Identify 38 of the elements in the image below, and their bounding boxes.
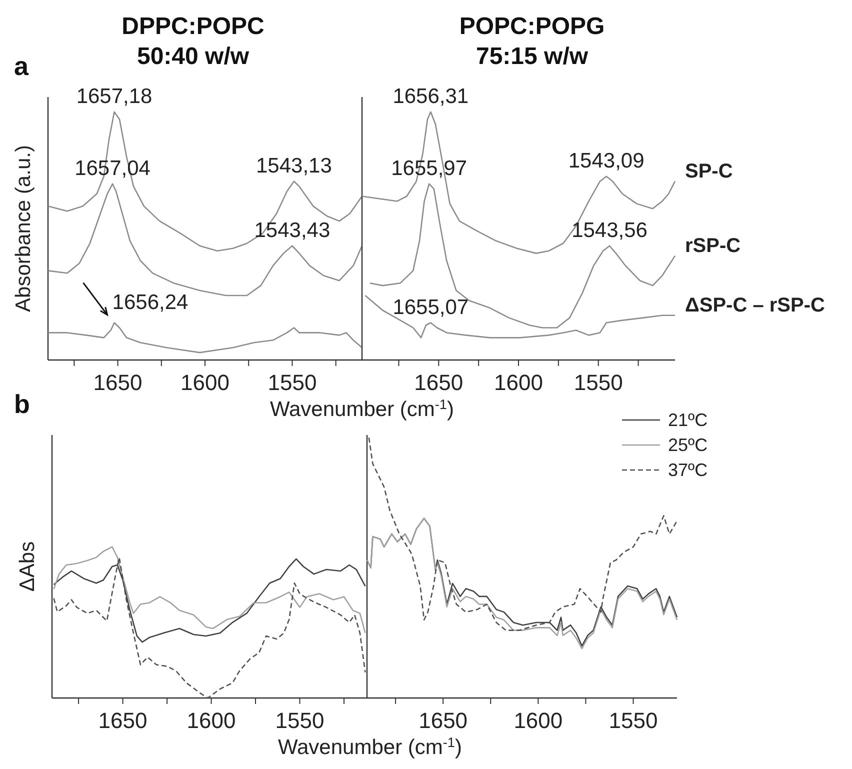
y-axis-title: ΔAbs <box>16 541 39 592</box>
y-axis-title: Absorbance (a.u.) <box>12 145 35 312</box>
text: b <box>14 389 30 419</box>
series-label: ΔSP-C – rSP-C <box>685 294 825 316</box>
annotation: 1543,09 <box>568 149 644 172</box>
x-tick-label: 1550 <box>268 370 317 395</box>
x-axis-title: Wavenumber (cm$^{-1}$) <box>270 396 454 421</box>
x-tick-label: 1650 <box>93 370 142 395</box>
x-axis-title: Wavenumber (cm$^{-1}$) <box>278 734 462 759</box>
x-tick-label: 1650 <box>414 370 464 395</box>
x-tick-label: 1550 <box>608 708 658 733</box>
x-tick-label: 1650 <box>418 708 468 733</box>
x-tick-label: 1600 <box>514 708 563 733</box>
x-tick-label: 1600 <box>180 370 230 395</box>
annotation: 1656,31 <box>392 84 469 108</box>
x-tick-label: 1650 <box>98 708 148 733</box>
series-label: rSP-C <box>685 234 741 257</box>
chart-title: DPPC:POPC <box>122 13 264 40</box>
chart-subtitle: 50:40 w/w <box>136 43 250 70</box>
x-tick-label: 1600 <box>494 370 543 395</box>
x-tick-label: 1550 <box>275 708 324 733</box>
text: a <box>14 51 29 81</box>
annotation: 1657,04 <box>74 156 151 180</box>
legend-label: 21ºC <box>668 410 708 430</box>
legend-label: 37ºC <box>668 460 708 480</box>
x-tick-label: 1600 <box>186 708 236 733</box>
x-tick-label: 1550 <box>574 370 623 395</box>
annotation: 1657,18 <box>76 84 152 108</box>
annotation: 1655,97 <box>391 156 468 180</box>
chart-subtitle: 75:15 w/w <box>476 43 588 70</box>
chart-title: POPC:POPG <box>459 13 605 40</box>
annotation: 1543,43 <box>254 218 330 242</box>
annotation: 1543,13 <box>256 154 332 178</box>
annotation: 1543,56 <box>572 218 648 242</box>
annotation: 1655,07 <box>392 296 469 319</box>
legend-label: 25ºC <box>668 435 708 455</box>
series-label: SP-C <box>685 160 733 182</box>
annotation: 1656,24 <box>112 290 189 314</box>
